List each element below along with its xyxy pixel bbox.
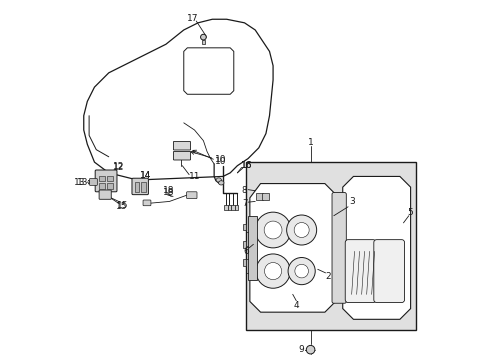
Bar (256, 193, 262, 200)
Bar (99, 176, 105, 181)
Text: 18: 18 (163, 188, 174, 197)
Polygon shape (342, 176, 410, 319)
Circle shape (287, 257, 315, 285)
Text: 9: 9 (298, 345, 304, 354)
Text: 6: 6 (243, 247, 249, 256)
Bar (242, 242, 246, 248)
Bar (242, 224, 246, 230)
FancyBboxPatch shape (331, 193, 346, 303)
Text: 15: 15 (116, 201, 128, 210)
Circle shape (255, 254, 290, 288)
Text: 1: 1 (307, 138, 313, 147)
Text: 16: 16 (241, 161, 252, 170)
Circle shape (200, 34, 206, 40)
Bar (141, 182, 145, 192)
FancyBboxPatch shape (99, 190, 111, 199)
Circle shape (255, 212, 290, 248)
Text: 2: 2 (325, 272, 330, 281)
FancyBboxPatch shape (173, 152, 190, 160)
Bar (247, 216, 257, 280)
Ellipse shape (218, 181, 224, 185)
Bar (106, 176, 113, 181)
FancyBboxPatch shape (89, 179, 97, 185)
Text: 10: 10 (214, 156, 225, 165)
Text: 12: 12 (113, 163, 124, 172)
Text: 13: 13 (77, 177, 88, 186)
Bar (106, 183, 113, 189)
Text: 11: 11 (188, 172, 200, 181)
Text: 8: 8 (242, 186, 246, 195)
Bar (246, 162, 415, 330)
Text: 13: 13 (74, 177, 85, 186)
Circle shape (264, 221, 282, 239)
Circle shape (294, 222, 308, 238)
Polygon shape (249, 184, 335, 312)
FancyBboxPatch shape (143, 200, 151, 206)
Text: 14: 14 (139, 171, 151, 180)
Ellipse shape (216, 178, 221, 182)
Bar (224, 205, 227, 210)
Bar (262, 193, 268, 200)
FancyBboxPatch shape (345, 240, 375, 302)
Bar (135, 182, 139, 192)
Text: 18: 18 (163, 186, 174, 195)
FancyBboxPatch shape (186, 192, 197, 199)
Text: 5: 5 (407, 208, 413, 217)
Text: 15: 15 (115, 202, 127, 211)
Circle shape (286, 215, 316, 245)
Text: 7: 7 (242, 199, 246, 208)
Bar (231, 205, 234, 210)
Circle shape (294, 264, 308, 278)
FancyBboxPatch shape (173, 141, 190, 150)
Text: 3: 3 (348, 197, 354, 206)
FancyBboxPatch shape (95, 170, 117, 192)
FancyBboxPatch shape (373, 240, 404, 302)
Bar (242, 259, 246, 266)
Polygon shape (183, 48, 233, 94)
Text: 10: 10 (214, 157, 225, 166)
Bar (234, 205, 238, 210)
Text: 4: 4 (293, 301, 299, 310)
Text: 12: 12 (113, 162, 124, 171)
Bar (99, 183, 105, 189)
Text: 17: 17 (186, 14, 198, 23)
Circle shape (305, 345, 314, 354)
Polygon shape (83, 19, 272, 180)
Text: 14: 14 (139, 171, 151, 180)
Circle shape (264, 262, 281, 280)
Text: 16: 16 (240, 161, 251, 170)
Bar (201, 40, 205, 44)
FancyBboxPatch shape (132, 178, 148, 195)
Bar (227, 205, 231, 210)
